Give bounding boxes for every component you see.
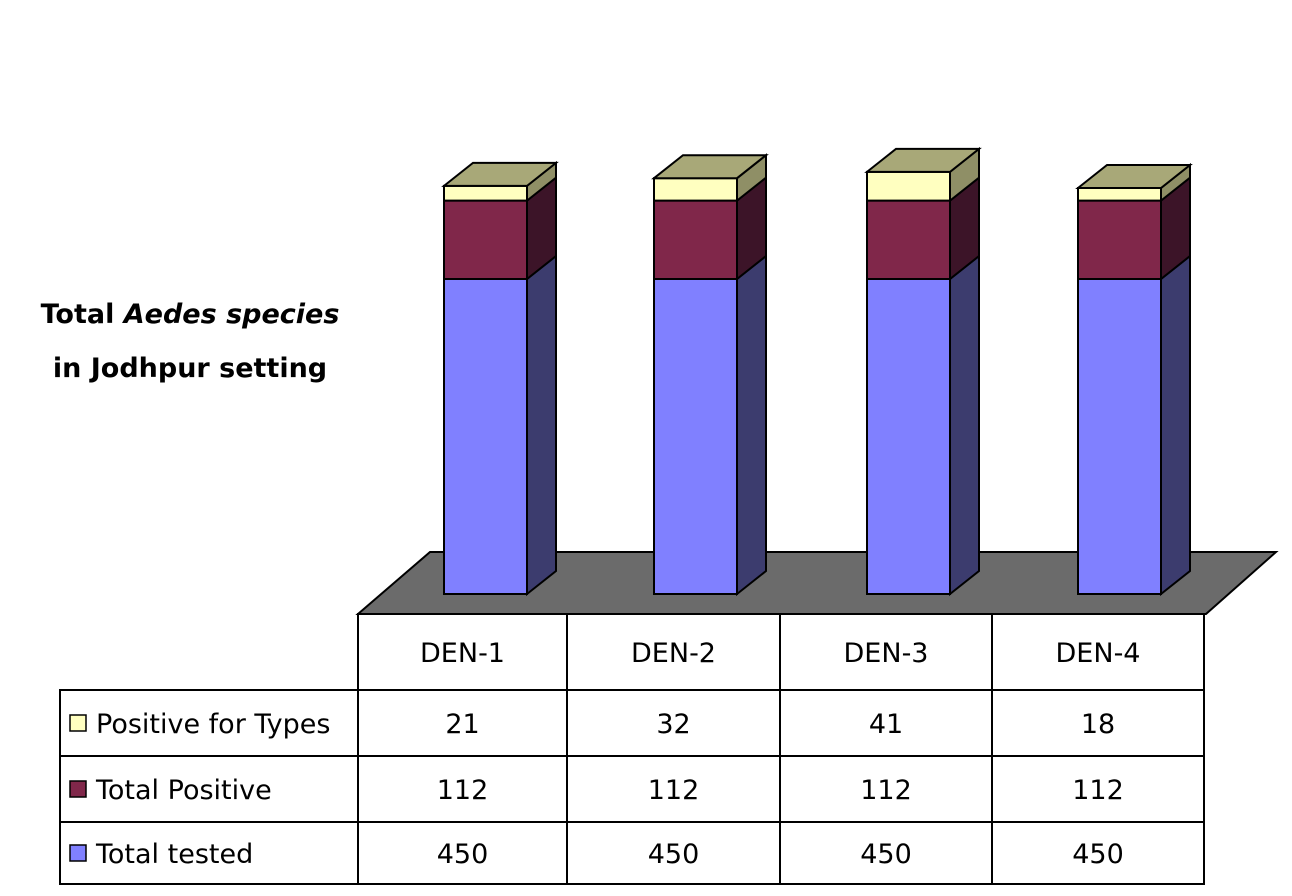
table-cell-total-tested-DEN-1: 450: [437, 839, 489, 870]
table-cell-total-positive-DEN-3: 112: [860, 775, 912, 806]
bar-DEN-1-total-tested: [443, 278, 528, 595]
bar-side-DEN-3-total-tested: [949, 253, 980, 597]
legend-label-total-tested: Total tested: [95, 839, 253, 870]
table-cell-total-tested-DEN-2: 450: [648, 839, 700, 870]
chart-floor: [355, 551, 1279, 615]
bar-DEN-1-positive-for-types: [443, 184, 528, 202]
y-axis-label-prefix: Total: [40, 299, 115, 330]
bar-top-DEN-1: [441, 161, 559, 187]
bar-DEN-2-positive-for-types: [653, 177, 738, 202]
table-cell-total-positive-DEN-4: 112: [1072, 775, 1124, 806]
x-tick-label-DEN-3: DEN-3: [844, 638, 929, 669]
table-cell-total-tested-DEN-3: 450: [860, 839, 912, 870]
table-cell-total-positive-DEN-1: 112: [437, 775, 489, 806]
bar-side-DEN-1-total-tested: [526, 253, 557, 597]
bar-top-DEN-3: [864, 147, 982, 173]
table-cell-positive-for-types-DEN-1: 21: [445, 709, 479, 740]
bar-DEN-2-total-tested: [653, 278, 738, 595]
y-axis-label: Total Aedes species in Jodhpur setting: [20, 288, 360, 396]
bar-side-DEN-2-total-tested: [736, 253, 767, 597]
bar-DEN-4-positive-for-types: [1077, 187, 1162, 202]
bar-top-DEN-2: [651, 154, 769, 180]
legend-key-total-tested: [69, 844, 87, 862]
bar-top-DEN-4: [1075, 164, 1193, 189]
table-cell-positive-for-types-DEN-4: 18: [1081, 709, 1115, 740]
bar-DEN-3-positive-for-types: [866, 170, 951, 202]
legend-key-positive-for-types: [69, 714, 87, 732]
bar-DEN-4-total-tested: [1077, 278, 1162, 595]
x-tick-label-DEN-2: DEN-2: [631, 638, 716, 669]
bar-side-DEN-4-total-tested: [1160, 253, 1191, 597]
legend-label-total-positive: Total Positive: [95, 775, 272, 806]
bar-DEN-1-total-positive: [443, 199, 528, 281]
legend-label-positive-for-types: Positive for Types: [96, 709, 330, 740]
x-tick-label-DEN-1: DEN-1: [420, 638, 505, 669]
legend-key-total-positive: [69, 780, 87, 798]
bar-DEN-4-total-positive: [1077, 199, 1162, 281]
table-cell-total-tested-DEN-4: 450: [1072, 839, 1124, 870]
bars-group: [441, 146, 1193, 597]
table-cell-total-positive-DEN-2: 112: [648, 775, 700, 806]
x-tick-label-DEN-4: DEN-4: [1056, 638, 1141, 669]
bar-DEN-2-total-positive: [653, 199, 738, 281]
table-body-box: [59, 689, 1205, 885]
table-cell-positive-for-types-DEN-2: 32: [656, 709, 690, 740]
bar-DEN-3-total-positive: [866, 199, 951, 281]
data-table: DEN-1 DEN-2 DEN-3 DEN-4 Positive for Types 21…: [59, 613, 1205, 885]
bar-DEN-3-total-tested: [866, 278, 951, 595]
table-cell-positive-for-types-DEN-3: 41: [869, 709, 903, 740]
y-axis-label-line2: in Jodhpur setting: [52, 353, 328, 384]
y-axis-label-species: Aedes species: [123, 299, 340, 330]
